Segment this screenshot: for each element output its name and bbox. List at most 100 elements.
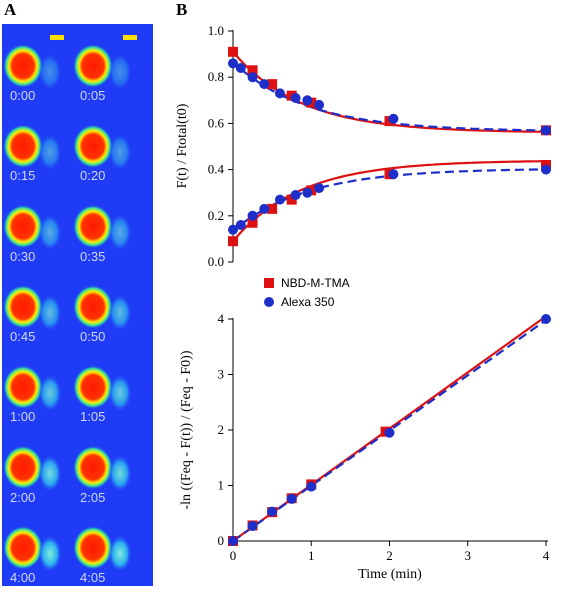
cell-large <box>3 284 43 329</box>
cell-large <box>3 204 43 249</box>
alexa-data-point <box>259 203 270 214</box>
bottom-x-tick-label: 2 <box>386 548 393 563</box>
alexa-data-point <box>247 72 258 83</box>
cell-small <box>38 211 62 250</box>
cell-small <box>108 131 132 170</box>
alexa-data-point <box>286 493 297 504</box>
top-y-tick-label: 0.2 <box>208 208 224 223</box>
nbd-data-point <box>247 217 258 228</box>
cell-large <box>73 445 113 490</box>
cell-small <box>38 372 62 411</box>
time-label: 1:00 <box>10 409 36 425</box>
panel-label-a: A <box>4 0 17 19</box>
alexa-data-point <box>314 99 325 110</box>
bottom-y-tick-label: 1 <box>218 478 225 493</box>
cell-large <box>3 365 43 410</box>
panel-label-b: B <box>176 0 188 19</box>
nbd-data-point <box>267 79 278 90</box>
bottom-x-tick-label: 4 <box>543 548 550 563</box>
alexa-data-point <box>247 521 258 532</box>
time-label: 4:00 <box>10 569 36 585</box>
time-label: 0:05 <box>80 88 106 103</box>
cell-small <box>38 51 62 89</box>
top-y-tick-label: 0.8 <box>208 69 224 84</box>
nbd-fit-curve <box>232 160 546 242</box>
nbd-data-point <box>267 203 278 214</box>
alexa-data-point <box>384 427 395 438</box>
scale-bar <box>50 35 64 40</box>
cell-large <box>73 284 113 329</box>
bottom-x-tick-label: 3 <box>465 548 472 563</box>
alexa-data-point <box>228 536 238 546</box>
legend-square-marker <box>264 278 274 288</box>
top-y-axis-title: F(t) / Ftotal(t0) <box>175 103 190 188</box>
legend-circle-marker <box>264 297 274 307</box>
time-label: 0:20 <box>80 168 106 184</box>
cell-large <box>73 365 113 410</box>
cell-large <box>73 204 113 249</box>
time-label: 1:05 <box>80 409 106 425</box>
cell-small <box>108 211 132 250</box>
bottom-y-tick-label: 3 <box>218 367 225 382</box>
bottom-x-tick-label: 0 <box>230 548 237 563</box>
alexa-data-point <box>290 92 301 103</box>
cell-small <box>38 131 62 170</box>
top-plot-axes: F(t) / Ftotal(t0) 0.0 0.2 0.4 0.6 0.8 1.0 <box>175 23 234 269</box>
alexa-data-point <box>274 88 285 99</box>
bottom-y-tick-label: 4 <box>218 311 225 326</box>
bottom-y-tick-label: 2 <box>218 422 225 437</box>
cell-large <box>73 525 113 570</box>
top-y-tick-label: 0.0 <box>208 254 224 269</box>
nbd-data-point <box>228 46 238 57</box>
alexa-data-point <box>388 113 399 124</box>
cell-large <box>3 124 43 169</box>
cell-small <box>108 291 132 330</box>
cell-small <box>108 532 132 571</box>
alexa-data-point <box>290 190 301 201</box>
bottom-plot-marks <box>228 314 551 546</box>
alexa-data-point <box>247 210 258 221</box>
time-label: 0:15 <box>10 168 36 184</box>
alexa-data-point <box>302 95 313 106</box>
alexa-data-point <box>274 194 285 205</box>
legend-entry-nbd: NBD-M-TMA <box>281 276 350 290</box>
cell-small <box>108 372 132 411</box>
cell-large <box>3 44 43 88</box>
alexa-data-point <box>306 481 317 492</box>
top-y-tick-label: 0.4 <box>208 162 225 177</box>
time-label: 2:05 <box>80 489 106 505</box>
alexa-data-point <box>314 183 325 194</box>
time-label: 0:00 <box>10 88 36 103</box>
alexa-data-point <box>541 125 551 136</box>
microscopy-panel: 0:00 0:05 0:15 0:20 0:30 0:35 0:45 0:50 1:00 1:05… <box>2 24 153 586</box>
time-label: 0:45 <box>10 328 36 344</box>
bottom-y-tick-label: 0 <box>218 533 225 548</box>
cell-small <box>108 452 132 491</box>
bottom-x-axis-title: Time (min) <box>358 567 422 582</box>
bottom-x-tick-label: 1 <box>308 548 315 563</box>
alexa-data-point <box>235 62 246 73</box>
time-label: 2:00 <box>10 489 36 505</box>
alexa-data-point <box>541 164 551 175</box>
cell-large <box>73 124 113 169</box>
top-y-tick-label: 1.0 <box>208 23 224 38</box>
bottom-y-axis-title: -ln ((Feq - F(t)) / (Feq - F0)) <box>179 350 194 509</box>
alexa-data-point <box>259 79 270 90</box>
time-label: 0:30 <box>10 248 36 264</box>
cell-small <box>108 51 132 89</box>
cell-large <box>3 525 43 570</box>
nbd-data-point <box>286 194 297 205</box>
alexa-data-point <box>388 169 399 180</box>
bottom-plot-axes: Time (min) -ln ((Feq - F(t)) / (Feq - F0… <box>179 311 550 582</box>
cell-large <box>3 445 43 490</box>
cell-small <box>38 452 62 491</box>
time-label: 0:50 <box>80 328 106 344</box>
alexa-data-point <box>235 220 246 231</box>
top-plot-marks <box>228 46 551 247</box>
cell-small <box>38 291 62 330</box>
cell-images <box>3 44 132 571</box>
alexa-data-point <box>267 506 278 517</box>
scale-bar <box>123 35 137 40</box>
alexa-fit-line <box>232 319 547 542</box>
